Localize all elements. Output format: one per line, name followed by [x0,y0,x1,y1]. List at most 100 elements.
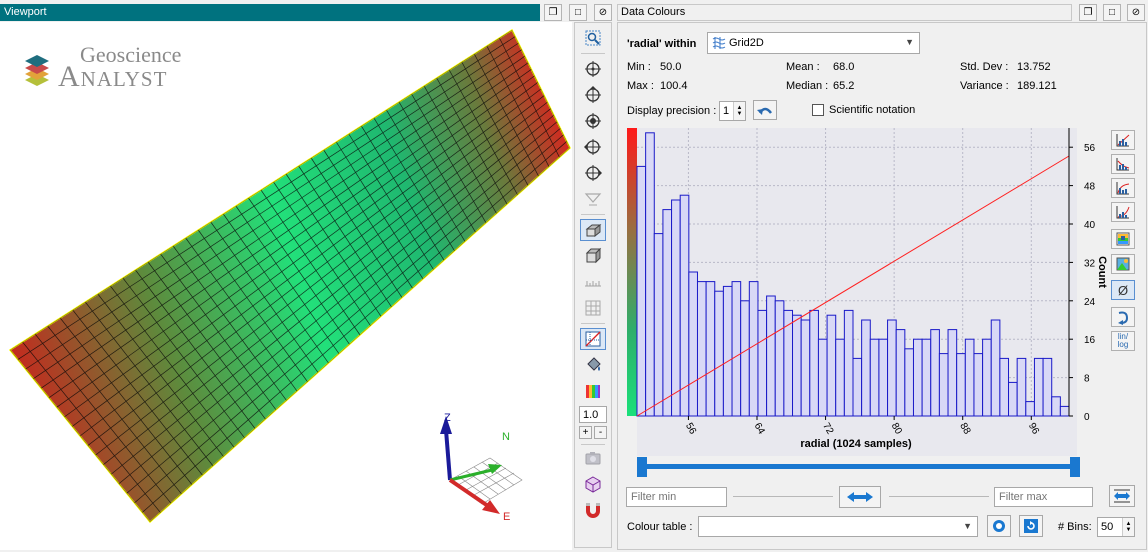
histogram-bar [990,319,1001,417]
grid-toggle-icon[interactable] [580,297,606,319]
histogram-linear-icon[interactable] [1111,130,1135,150]
filter-min-input[interactable] [626,487,727,507]
data-label: 'radial' within [627,38,697,50]
colour-table-select[interactable]: ▼ [698,516,978,537]
colour-image-icon[interactable] [1111,254,1135,274]
double-arrow-icon [847,492,873,502]
histogram-bar [636,165,647,417]
histogram-curve-icon[interactable] [1111,154,1135,174]
median-value: 65.2 [833,80,855,92]
view-top-icon[interactable] [580,58,606,80]
display-precision-label: Display precision : [627,105,717,117]
maximize-viewport-button[interactable]: □ [569,4,587,21]
filter-divider-right [889,496,989,497]
hide-datacolours-button[interactable]: ⊘ [1127,4,1145,21]
mesh-line [64,75,535,418]
lin-log-icon[interactable]: lin/log [1111,331,1135,351]
float-datacolours-button[interactable]: ❐ [1079,4,1097,21]
histogram-bar [999,357,1010,417]
histogram-bar [722,285,733,417]
histogram-bar [817,338,828,417]
bins-spinbox[interactable]: 50 ▲ ▼ [1097,517,1135,537]
colour-wheel-icon [993,520,1005,532]
x-tick-label: 88 [957,421,972,437]
mesh-line [87,95,545,446]
histogram-bar [653,233,664,417]
orthographic-view-icon[interactable] [580,245,606,267]
apply-filter-button[interactable] [839,486,881,508]
range-slider-min-handle[interactable] [637,457,647,477]
view-bottom-icon[interactable] [580,84,606,106]
expand-range-icon [1114,489,1130,503]
histogram-bar [766,295,776,417]
x-ticks: 56 64 72 80 88 96 [683,416,1041,437]
histogram-bar [887,319,897,417]
display-precision-value: 1 [723,105,730,117]
y-tick-label: 8 [1084,374,1090,385]
spin-arrows-icon[interactable]: ▲ ▼ [733,102,745,120]
magnet-icon[interactable] [580,499,606,521]
histogram-bar [671,199,681,417]
x-axis-label: radial (1024 samples) [800,438,912,450]
histogram-bar [1059,405,1070,417]
histogram-bar [982,338,992,417]
ruler-icon[interactable] [580,271,606,293]
viewport-canvas[interactable]: Geoscience Analyst Z N E [0,22,572,550]
y-tick-label: 0 [1084,412,1090,423]
camera-icon[interactable] [580,447,606,469]
axis-z-label: Z [444,412,451,424]
view-oblique-icon[interactable] [580,162,606,184]
refresh-colours-button[interactable] [1019,515,1043,537]
colour-map-icon[interactable] [1111,229,1135,249]
redo-icon[interactable] [1111,307,1135,327]
scale-minus-button[interactable]: - [594,426,607,439]
scale-plus-button[interactable]: + [579,426,592,439]
float-viewport-button[interactable]: ❐ [544,4,562,21]
maximize-datacolours-button[interactable]: □ [1103,4,1121,21]
perspective-view-icon[interactable] [580,219,606,241]
clipping-box-icon[interactable] [580,473,606,495]
zoom-extents-icon[interactable] [580,27,606,49]
mesh-line [48,62,529,399]
std-label: Std. Dev : [960,61,1009,73]
scale-value-field[interactable]: 1.0 [579,406,607,423]
expand-range-button[interactable] [1109,485,1135,507]
histogram-bar [688,271,698,417]
axes-display-icon[interactable] [580,328,606,350]
x-tick-label: 56 [683,421,698,437]
logo-text-line2: Analyst [58,60,168,93]
paint-bucket-icon[interactable] [580,354,606,376]
undo-arrow-icon [757,107,772,115]
range-slider-track[interactable] [637,464,1077,469]
edit-colour-table-button[interactable] [987,515,1011,537]
y-ticks: 0 8 16 24 32 40 48 56 [1069,143,1096,423]
histogram-step-icon[interactable] [1111,178,1135,198]
bins-label: # Bins: [1058,521,1092,533]
grid-surface [8,28,571,524]
histogram-bar [748,281,759,417]
display-precision-spinbox[interactable]: 1 ▲ ▼ [719,101,746,121]
object-select[interactable]: Grid2D ▼ [707,32,920,54]
colour-bar-icon[interactable] [580,380,606,402]
spin-arrows-icon[interactable]: ▲ ▼ [1122,518,1134,536]
scientific-notation-checkbox[interactable] [812,104,824,116]
view-front-icon[interactable] [580,110,606,132]
range-slider-max-handle[interactable] [1070,457,1080,477]
histogram-chart[interactable]: 0 8 16 24 32 40 48 56 56 64 72 80 88 96 radial (1024… [624,128,1109,458]
view-side-icon[interactable] [580,136,606,158]
mesh-line [56,69,532,408]
view-funnel-icon[interactable] [580,188,606,210]
reset-precision-button[interactable] [753,100,777,120]
filter-max-input[interactable] [994,487,1093,507]
histogram-log-curve-icon[interactable] [1111,202,1135,222]
y-tick-label: 32 [1084,258,1096,269]
histogram-bar [679,194,690,417]
no-data-icon[interactable]: Ø [1111,280,1135,300]
histogram-bar [1008,381,1018,417]
variance-label: Variance : [960,80,1009,92]
histogram-bar [904,348,914,417]
x-tick-label: 96 [1026,421,1041,437]
colour-bar [627,128,637,416]
median-label: Median : [786,80,829,92]
hide-viewport-button[interactable]: ⊘ [594,4,612,21]
